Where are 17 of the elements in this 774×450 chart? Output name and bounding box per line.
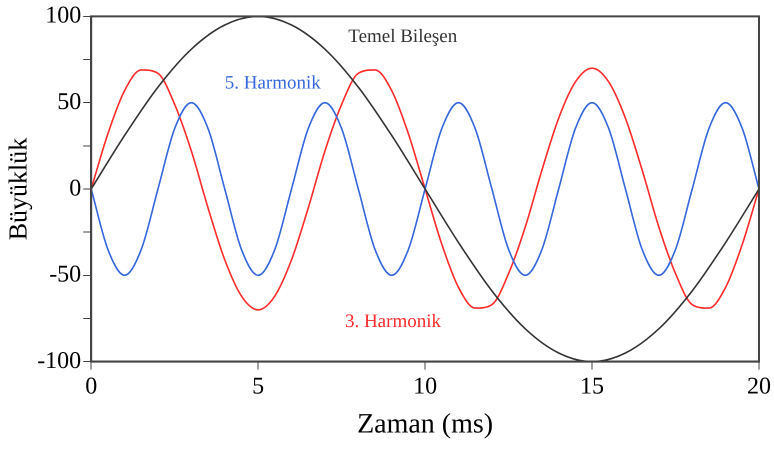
series-label: 3. Harmonik — [344, 310, 442, 332]
series-label: Temel Bileşen — [348, 26, 458, 48]
y-axis-title: Büyüklük — [3, 138, 32, 240]
x-tick-label: 0 — [85, 373, 98, 400]
y-tick-label: -100 — [37, 348, 82, 374]
y-tick-label: 50 — [57, 88, 82, 115]
x-tick-label: 10 — [413, 373, 438, 400]
line-series — [91, 102, 759, 276]
y-tick-label: 0 — [69, 175, 82, 202]
series-label: 5. Harmonik — [224, 72, 322, 94]
y-tick-label: 100 — [45, 2, 82, 29]
x-tick-label: 5 — [252, 373, 264, 400]
x-tick-label: 15 — [580, 373, 604, 400]
y-tick-label: -50 — [49, 262, 82, 288]
line-series — [91, 67, 759, 311]
x-tick-label: 20 — [747, 373, 771, 400]
x-axis-title: Zaman (ms) — [357, 408, 494, 440]
